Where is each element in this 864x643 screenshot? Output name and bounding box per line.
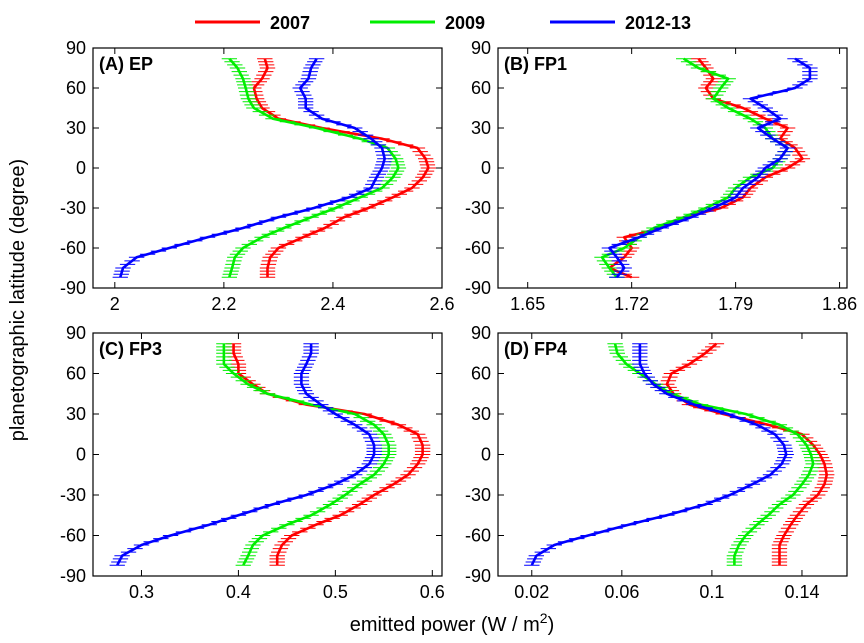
line-2012-13 [608,57,812,279]
x-tick-label: 0.06 [604,582,639,602]
x-tick-label: 0.6 [420,582,445,602]
x-tick-label: 1.72 [614,294,649,314]
line-2012-13 [116,343,376,566]
line-2009 [222,343,391,566]
series-2007 [246,58,436,278]
y-tick-label: -30 [465,198,491,218]
series-2012-13 [601,57,818,279]
y-tick-label: 60 [66,78,86,98]
line-2009 [228,57,400,278]
panel-4: -90 -60 -30 0 30 60 90 0.02 0.06 0.1 0.14 (D) FP4 [465,323,848,602]
legend-label-2009: 2009 [445,13,485,33]
y-tick-label: -90 [465,566,491,586]
panel-1: -90 -60 -30 0 30 60 90 2 2.2 2.4 2.6 (A) EP [60,38,455,314]
y-tick-label: -60 [60,526,86,546]
panel-title: (B) FP1 [504,54,567,74]
y-tick-label: -30 [465,485,491,505]
line-2007 [252,58,430,278]
line-2012-13 [530,343,788,566]
y-tick-label: 90 [66,38,86,58]
x-tick-label: 2.4 [320,294,345,314]
legend-label-2007: 2007 [270,13,310,33]
x-tick-label: 0.3 [129,582,154,602]
y-tick-label: 60 [66,364,86,384]
panel-title: (C) FP3 [99,339,162,359]
x-tick-label: 0.02 [514,582,549,602]
y-tick-label: 0 [481,158,491,178]
panel-title: (A) EP [99,54,153,74]
legend: 2007 2009 2012-13 [195,13,691,33]
series-2012-13 [109,343,382,566]
panel-3: -90 -60 -30 0 30 60 90 0.3 0.4 0.5 0.6 (C) FP3 [60,323,445,602]
y-tick-label: -30 [60,485,86,505]
x-axis-label: emitted power (W / m2) [350,610,555,636]
y-tick-label: 0 [76,445,86,465]
x-tick-label: 2.6 [429,294,454,314]
y-tick-label: 0 [76,158,86,178]
y-tick-label: 30 [471,404,491,424]
y-tick-label: 90 [471,323,491,343]
series-2009 [221,57,407,278]
y-tick-label: 60 [471,78,491,98]
y-tick-label: 30 [66,404,86,424]
line-2012-13 [119,58,387,278]
line-2007 [665,342,829,566]
y-tick-label: 0 [481,445,491,465]
x-tick-label: 1.86 [822,294,857,314]
y-tick-label: -30 [60,198,86,218]
panels: -90 -60 -30 0 30 60 90 2 2.2 2.4 2.6 (A) EP -90 -60 -3… [60,38,857,602]
y-tick-label: 30 [66,118,86,138]
y-tick-label: 90 [66,323,86,343]
x-axis-label-superscript: 2 [540,610,548,626]
y-tick-label: -60 [465,238,491,258]
series-2009 [216,343,397,566]
y-tick-label: 60 [471,364,491,384]
y-tick-label: -90 [60,278,86,298]
x-tick-label: 0.4 [226,582,251,602]
y-tick-label: -60 [465,526,491,546]
y-axis-label: planetographic latitude (degree) [7,159,29,441]
series-2012-13 [112,58,393,278]
x-tick-label: 2 [110,294,120,314]
x-tick-label: 2.2 [211,294,236,314]
y-tick-label: -90 [60,566,86,586]
series-2012-13 [524,343,794,566]
y-tick-label: -60 [60,238,86,258]
y-tick-label: -90 [465,278,491,298]
x-tick-label: 1.79 [718,294,753,314]
x-tick-label: 0.5 [323,582,348,602]
y-tick-label: 30 [471,118,491,138]
x-tick-label: 1.65 [510,294,545,314]
plot-area [498,333,847,576]
legend-label-2012-13: 2012-13 [625,13,691,33]
x-tick-label: 0.14 [784,582,819,602]
x-tick-label: 0.1 [699,582,724,602]
y-tick-label: 90 [471,38,491,58]
panel-2: -90 -60 -30 0 30 60 90 1.65 1.72 1.79 1.86 (B) FP1 [465,38,857,314]
panel-title: (D) FP4 [504,339,567,359]
